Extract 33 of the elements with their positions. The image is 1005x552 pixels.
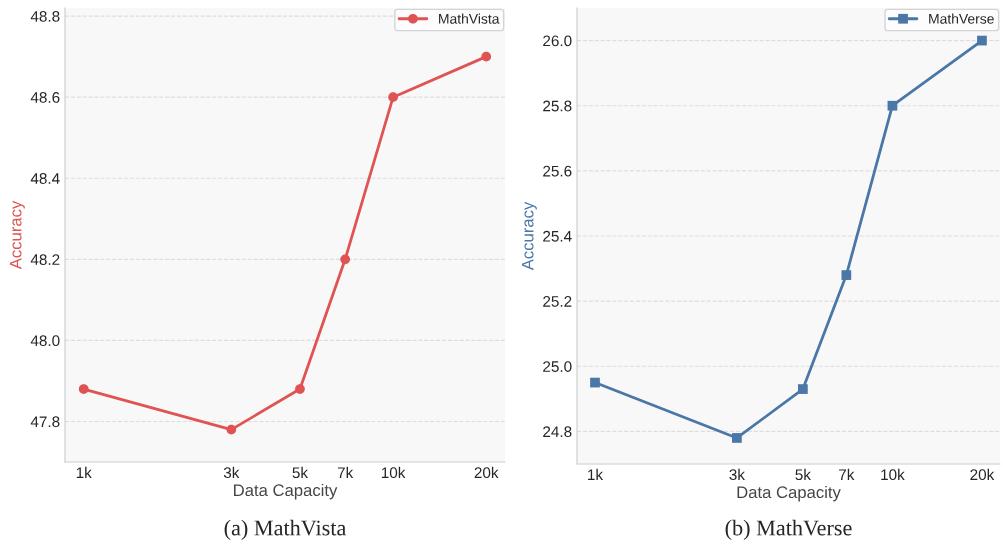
x-tick-label: 10k bbox=[381, 466, 406, 479]
x-axis-title: Data Capacity bbox=[234, 483, 338, 500]
x-tick-label: 7k bbox=[839, 468, 855, 480]
y-tick-label: 48.6 bbox=[30, 92, 60, 103]
text: (b) MathVerse bbox=[725, 519, 852, 540]
y-tick-label: 25.4 bbox=[543, 230, 572, 242]
y-tick-label: 26.0 bbox=[543, 35, 572, 47]
x-tick-label: 5k bbox=[795, 468, 811, 481]
x-tick-label: 7k bbox=[337, 466, 354, 478]
legend-label: MathVista bbox=[439, 13, 500, 24]
y-axis-title: Accuracy bbox=[9, 200, 25, 270]
x-tick-label: 20k bbox=[970, 468, 995, 481]
y-tick-label: 48.4 bbox=[30, 173, 60, 184]
x-tick-label: 1k bbox=[76, 466, 92, 478]
y-tick-label: 48.2 bbox=[30, 254, 60, 266]
y-tick-label: 24.8 bbox=[543, 426, 572, 438]
y-tick-label: 25.8 bbox=[543, 100, 572, 112]
y-tick-label: 25.0 bbox=[543, 361, 572, 372]
x-tick-label: 20k bbox=[474, 466, 499, 479]
y-tick-label: 47.8 bbox=[30, 416, 60, 428]
y-tick-label: 25.6 bbox=[543, 165, 572, 177]
y-tick-label: 48.8 bbox=[30, 10, 60, 22]
y-axis-title: Accuracy bbox=[521, 201, 537, 271]
legend-label: MathVerse bbox=[929, 13, 994, 24]
x-tick-label: 5k bbox=[292, 466, 309, 479]
x-axis-title: Data Capacity bbox=[737, 485, 841, 502]
y-tick-label: 48.0 bbox=[30, 335, 60, 347]
x-tick-label: 10k bbox=[881, 468, 905, 481]
y-tick-label: 25.2 bbox=[543, 296, 572, 307]
text: (a) MathVista bbox=[224, 519, 347, 540]
x-tick-label: 3k bbox=[729, 468, 745, 481]
x-tick-label: 1k bbox=[588, 468, 604, 480]
x-tick-label: 3k bbox=[223, 466, 240, 479]
